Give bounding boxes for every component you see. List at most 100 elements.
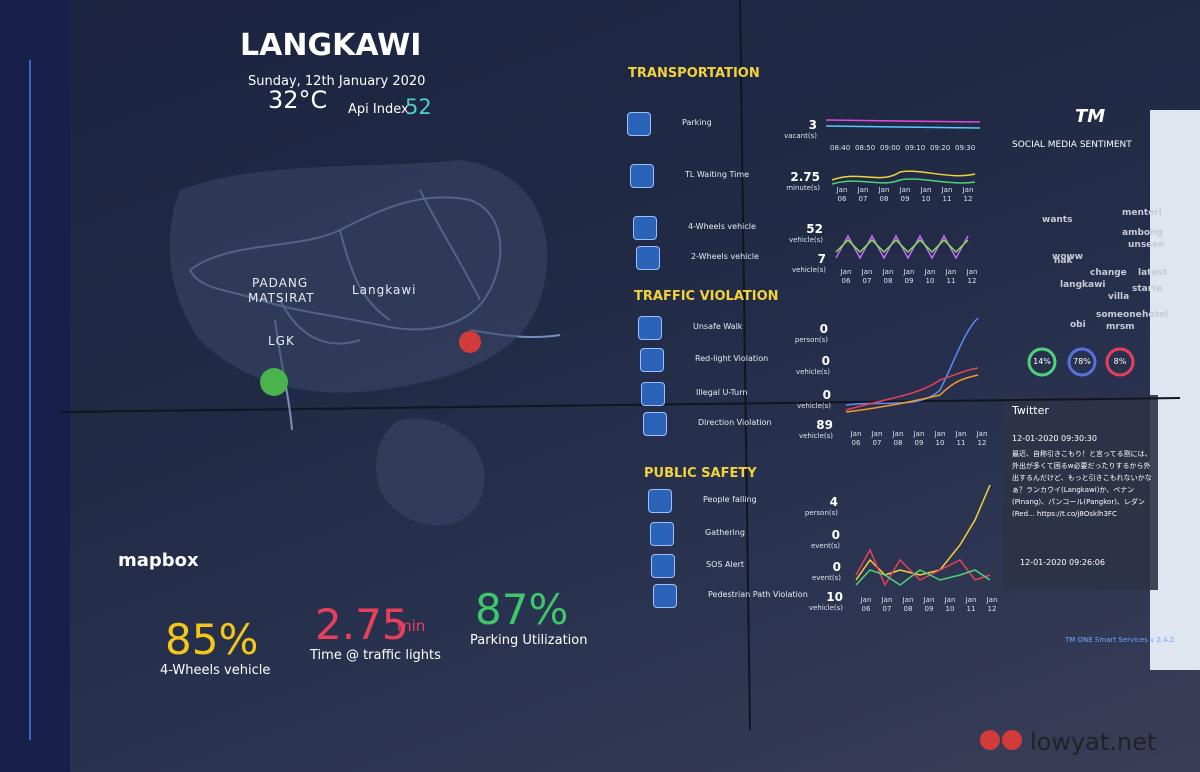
date-tick: Jan 12	[962, 186, 974, 203]
time-tick: 09:20	[930, 144, 951, 152]
date-tick: Jan 12	[976, 430, 988, 447]
social-title: SOCIAL MEDIA SENTIMENT	[1012, 140, 1132, 150]
row-unit: vehicle(s)	[788, 236, 823, 244]
date-tick: Jan 09	[923, 596, 935, 613]
date-tick: Jan 12	[966, 268, 978, 285]
kpi-unit: min	[397, 617, 426, 635]
twitter-title: Twitter	[1012, 404, 1049, 417]
date-tick: Jan 08	[882, 268, 894, 285]
cloud-word: wants	[1042, 215, 1073, 225]
city: LANGKAWI	[240, 28, 422, 63]
bezel	[739, 0, 751, 731]
row-value: 2.75	[790, 170, 820, 184]
row-value: 0	[821, 354, 830, 368]
row-label: Illegal U-Turn	[696, 388, 748, 397]
row-label: Red-light Violation	[695, 354, 769, 363]
row-value: 0	[832, 560, 841, 574]
row-value: 0	[831, 528, 840, 542]
row-icon	[650, 522, 674, 546]
row-icon	[653, 584, 677, 608]
row-label: TL Waiting Time	[685, 170, 750, 179]
date-tick: Jan 08	[878, 186, 890, 203]
row-unit: minute(s)	[786, 184, 820, 192]
map-label: LGK	[268, 334, 295, 348]
cloud-word: unseen	[1128, 240, 1165, 250]
left-screen	[0, 0, 70, 772]
tweet-text: 最近、自称引きこもり！と言ってる割には、外出が多くて困るw必要だったりするから外…	[1012, 450, 1152, 518]
right-screen	[1150, 110, 1200, 670]
row-icon	[640, 348, 664, 372]
time-tick: 09:10	[905, 144, 926, 152]
tweet-time: 12-01-2020 09:30:30	[1012, 434, 1097, 443]
date-tick: Jan 09	[899, 186, 911, 203]
kpi-label: Parking Utilization	[470, 633, 588, 648]
time-tick: 09:00	[880, 144, 901, 152]
row-label: Pedestrian Path Violation	[708, 590, 808, 599]
row-value: 0	[822, 388, 831, 402]
date-tick: Jan 06	[840, 268, 852, 285]
parking-pin	[260, 368, 288, 396]
cloud-word: someone	[1096, 310, 1142, 320]
kpi-label: Time @ traffic lights	[310, 648, 441, 663]
sentiment: 78%	[1073, 357, 1091, 366]
row-icon	[641, 382, 665, 406]
row-label: SOS Alert	[706, 560, 745, 569]
cloud-word: ambong	[1122, 228, 1163, 238]
row-unit: person(s)	[794, 336, 828, 344]
row-unit: vehicle(s)	[796, 402, 831, 410]
time-tick: 08:50	[855, 144, 876, 152]
social-brand: TM	[1075, 106, 1106, 127]
row-value: 89	[816, 418, 833, 432]
section-title: TRANSPORTATION	[628, 66, 760, 81]
cloud-word: nak	[1054, 256, 1073, 266]
kpi-value: 85%	[165, 615, 259, 664]
row-value: 7	[817, 252, 826, 266]
row-unit: vacant(s)	[784, 132, 817, 140]
time-tick: 09:30	[955, 144, 976, 152]
row-icon	[651, 554, 675, 578]
date-tick: Jan 07	[861, 268, 873, 285]
row-label: 4-Wheels vehicle	[688, 222, 756, 231]
cloud-word: starte	[1132, 284, 1163, 294]
sentiment: 14%	[1033, 357, 1051, 366]
row-value: 0	[819, 322, 828, 336]
sparklines	[825, 119, 991, 587]
cloud-word: langkawi	[1060, 280, 1106, 290]
kpi-value: 87%	[475, 585, 569, 634]
date-tick: Jan 10	[920, 186, 932, 203]
row-icon	[627, 112, 651, 136]
row-value: 4	[829, 495, 838, 509]
map-label: PADANG	[252, 276, 309, 290]
date-tick: Jan 08	[892, 430, 904, 447]
row-label: People falling	[703, 495, 757, 504]
row-label: Parking	[682, 118, 712, 127]
row-label: Gathering	[705, 528, 745, 537]
map-label: MATSIRAT	[248, 291, 315, 305]
map-label: Langkawi	[352, 283, 417, 297]
watermark-logo	[1002, 730, 1022, 750]
row-icon	[643, 412, 667, 436]
sentiment: 8%	[1113, 357, 1127, 366]
row-label: Direction Violation	[698, 418, 772, 427]
date-tick: Jan 07	[871, 430, 883, 447]
cloud-word: villa	[1108, 292, 1130, 302]
date-tick: Jan 12	[986, 596, 998, 613]
date-tick: Jan 11	[941, 186, 953, 203]
row-unit: vehicle(s)	[808, 604, 843, 612]
map-land	[169, 160, 548, 526]
section-title: PUBLIC SAFETY	[644, 466, 757, 481]
date-tick: Jan 06	[836, 186, 848, 203]
date-tick: Jan 11	[945, 268, 957, 285]
version: TM ONE Smart Services v 2.4.2	[1065, 636, 1175, 644]
time-tick: 08:40	[830, 144, 851, 152]
date: Sunday, 12th January 2020	[248, 74, 426, 89]
cloud-word: mrsm	[1106, 322, 1135, 332]
watermark: lowyat.net	[1030, 728, 1157, 756]
row-unit: event(s)	[811, 574, 841, 582]
date-tick: Jan 10	[944, 596, 956, 613]
row-value: 10	[826, 590, 843, 604]
date-tick: Jan 09	[903, 268, 915, 285]
api-value: 52	[405, 95, 432, 119]
row-icon	[630, 164, 654, 188]
date-tick: Jan 08	[902, 596, 914, 613]
